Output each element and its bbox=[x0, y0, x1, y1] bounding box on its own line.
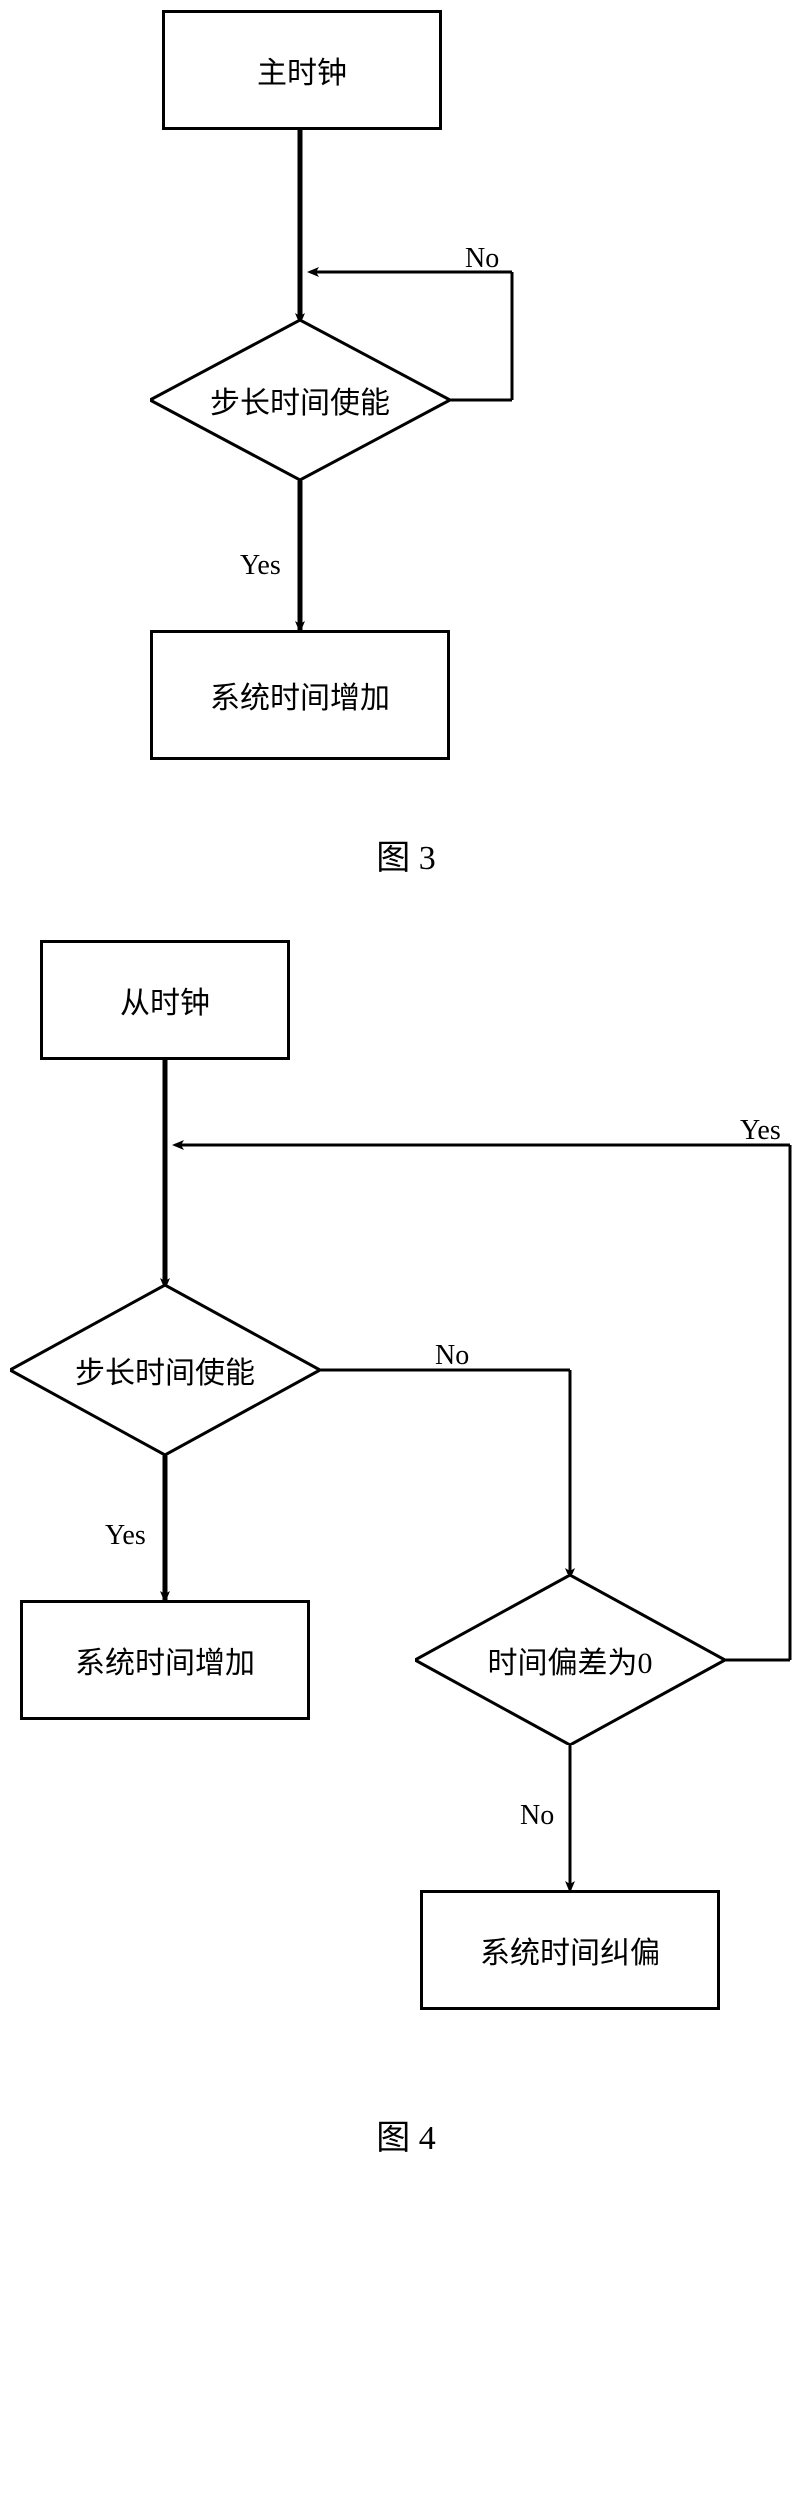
node-time_inc: 系统时间增加 bbox=[150, 630, 450, 760]
node-step_enable: 步长时间使能 bbox=[10, 1285, 320, 1455]
node-label: 步长时间使能 bbox=[210, 378, 390, 422]
node-label: 步长时间使能 bbox=[75, 1348, 255, 1392]
node-time_inc: 系统时间增加 bbox=[20, 1600, 310, 1720]
edge-label-no_mid: No bbox=[435, 1340, 469, 1372]
node-offset_zero: 时间偏差为0 bbox=[415, 1575, 725, 1745]
edge-label-no: No bbox=[465, 243, 499, 275]
node-label: 主时钟 bbox=[257, 48, 347, 92]
figure-caption: 图 4 bbox=[0, 2110, 812, 2159]
node-label: 系统时间增加 bbox=[210, 673, 390, 717]
edge-label-no_bottom: No bbox=[520, 1800, 554, 1832]
node-step_enable: 步长时间使能 bbox=[150, 320, 450, 480]
diagram-canvas: 主时钟步长时间使能系统时间增加NoYes图 3从时钟步长时间使能系统时间增加时间… bbox=[0, 0, 812, 2190]
node-time_correct: 系统时间纠偏 bbox=[420, 1890, 720, 2010]
node-slave_clock: 从时钟 bbox=[40, 940, 290, 1060]
edge-label-yes: Yes bbox=[240, 550, 281, 582]
node-label: 系统时间增加 bbox=[75, 1638, 255, 1682]
edge-label-yes_left: Yes bbox=[105, 1520, 146, 1552]
node-label: 从时钟 bbox=[120, 978, 210, 1022]
node-label: 系统时间纠偏 bbox=[480, 1928, 660, 1972]
edge-label-yes_top: Yes bbox=[740, 1115, 781, 1147]
figure-caption: 图 3 bbox=[0, 830, 812, 879]
node-label: 时间偏差为0 bbox=[488, 1638, 653, 1682]
node-master_clock: 主时钟 bbox=[162, 10, 442, 130]
